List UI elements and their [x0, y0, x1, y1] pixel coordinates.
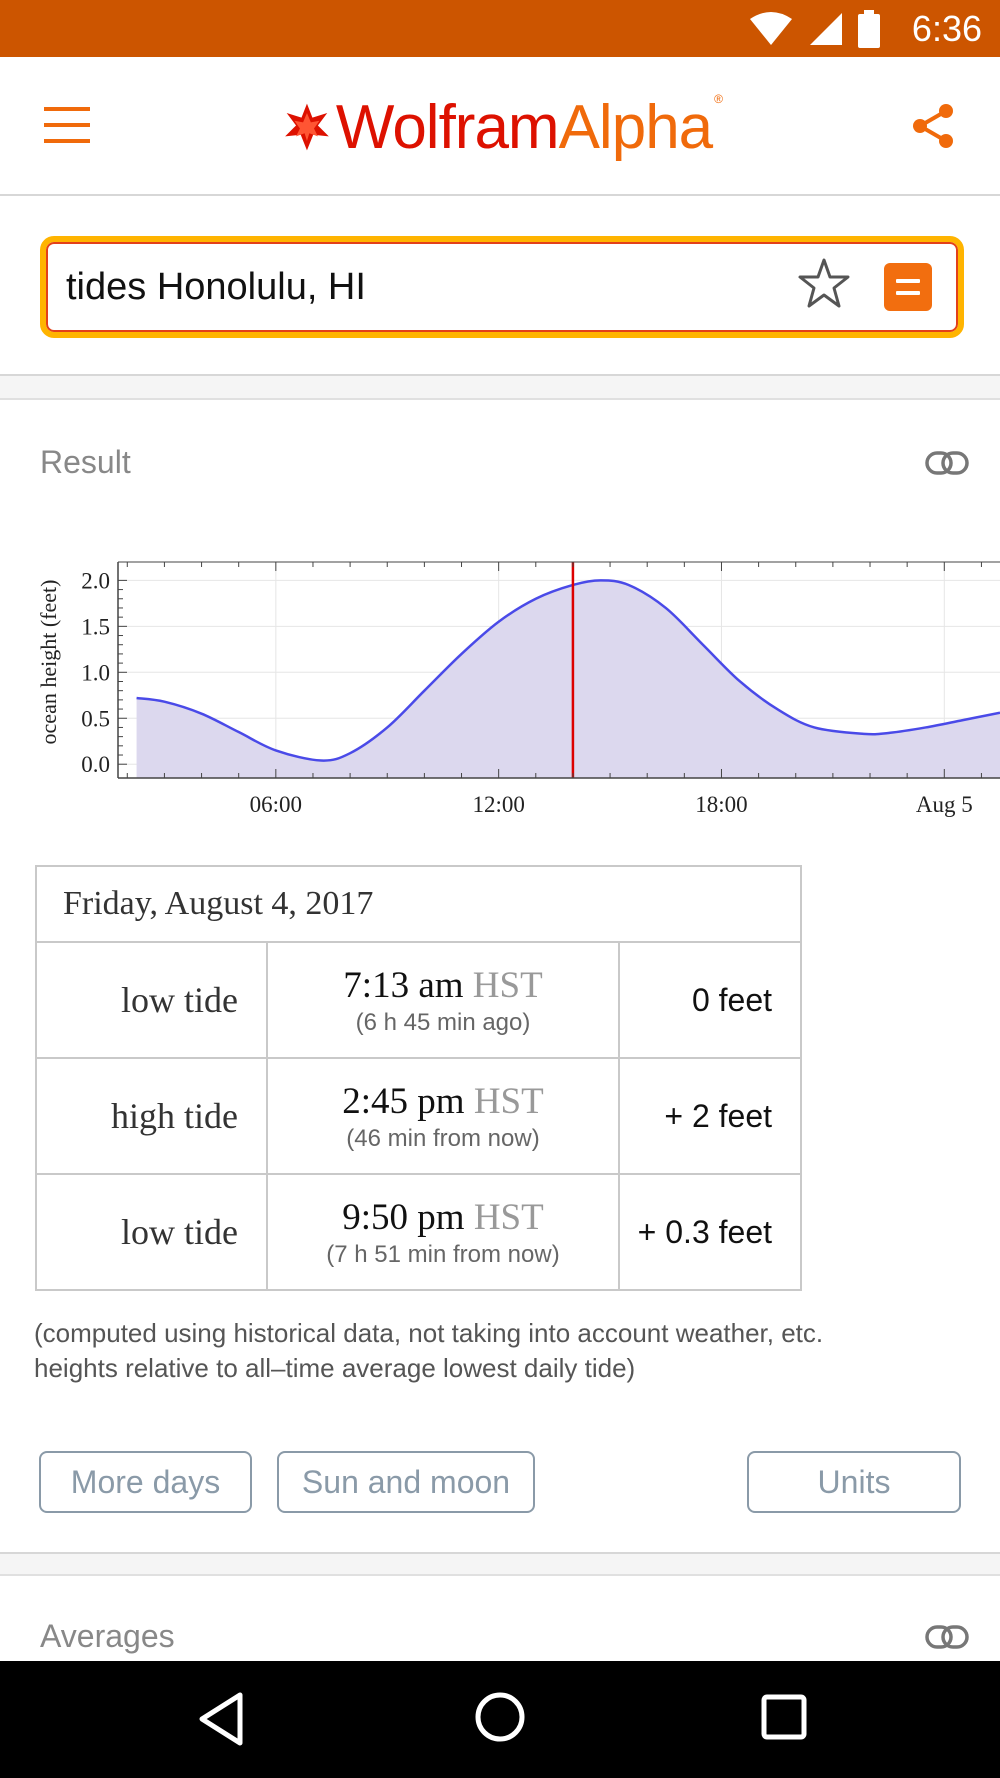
spikey-logo-icon: [285, 103, 329, 151]
x-tick-label: 12:00: [472, 792, 524, 817]
app-bar: WolframAlpha ®: [0, 57, 1000, 196]
navigation-bar: [0, 1661, 1000, 1778]
menu-icon[interactable]: [42, 103, 92, 147]
battery-icon: [858, 10, 880, 48]
computation-note: (computed using historical data, not tak…: [34, 1318, 824, 1383]
averages-pod: Averages: [0, 1574, 1000, 1676]
tide-height: 0 feet: [618, 941, 802, 1059]
tide-type: low tide: [35, 941, 268, 1059]
status-time: 6:36: [911, 8, 982, 49]
logo-text: WolframAlpha ®: [335, 91, 723, 162]
tide-type: high tide: [35, 1057, 268, 1175]
table-row: low tide 7:13 am HST (6 h 45 min ago) 0 …: [35, 941, 802, 1059]
tide-time: 2:45 pm HST (46 min from now): [266, 1057, 620, 1175]
pod-title: Result: [40, 444, 131, 480]
star-icon[interactable]: [796, 256, 852, 312]
y-tick-label: 1.0: [81, 660, 110, 685]
table-row: low tide 9:50 pm HST (7 h 51 min from no…: [35, 1173, 802, 1291]
y-tick-label: 2.0: [81, 568, 110, 593]
wolfram-alpha-logo: WolframAlpha ®: [282, 91, 723, 163]
search-input[interactable]: [64, 258, 768, 316]
tide-type: low tide: [35, 1173, 268, 1291]
y-tick-label: 1.5: [81, 614, 110, 639]
wifi-icon: [750, 12, 792, 45]
tide-height: + 2 feet: [618, 1057, 802, 1175]
x-tick-labels: 06:00 12:00 18:00 Aug 5: [250, 792, 973, 817]
sun-and-moon-button[interactable]: Sun and moon: [277, 1451, 535, 1513]
result-pod: Result 0.0 0.5 1.0 1.5 2.0 06:00 12:00 18:00 Au…: [0, 398, 1000, 1554]
tide-height: + 0.3 feet: [618, 1173, 802, 1291]
tide-table: Friday, August 4, 2017 low tide 7:13 am …: [35, 865, 802, 1291]
table-row: high tide 2:45 pm HST (46 min from now) …: [35, 1057, 802, 1175]
link-icon[interactable]: [924, 1624, 970, 1650]
y-tick-label: 0.0: [81, 752, 110, 777]
y-axis-label: ocean height (feet): [36, 580, 61, 745]
tide-time: 7:13 am HST (6 h 45 min ago): [266, 941, 620, 1059]
tide-chart: 0.0 0.5 1.0 1.5 2.0 06:00 12:00 18:00 Aug 5 oce…: [36, 561, 1000, 817]
share-icon[interactable]: [908, 101, 958, 151]
status-icons: [748, 10, 880, 48]
table-date: Friday, August 4, 2017: [35, 865, 802, 943]
tide-time: 9:50 pm HST (7 h 51 min from now): [266, 1173, 620, 1291]
more-days-button[interactable]: More days: [39, 1451, 252, 1513]
x-tick-label: 18:00: [695, 792, 747, 817]
y-tick-label: 0.5: [81, 706, 110, 731]
recent-apps-icon[interactable]: [760, 1693, 808, 1741]
y-tick-labels: 0.0 0.5 1.0 1.5 2.0: [81, 568, 110, 777]
x-tick-label: 06:00: [250, 792, 302, 817]
link-icon[interactable]: [924, 450, 970, 476]
signal-icon: [810, 13, 842, 45]
units-button[interactable]: Units: [747, 1451, 961, 1513]
chart-axes: [117, 561, 1000, 779]
status-bar: 6:36: [0, 0, 1000, 57]
pod-title: Averages: [40, 1618, 175, 1654]
tide-area: [136, 580, 1000, 778]
search-card: [0, 196, 1000, 376]
search-box: [40, 236, 964, 338]
x-tick-label: Aug 5: [916, 792, 973, 817]
compute-button[interactable]: [884, 263, 932, 311]
back-icon[interactable]: [196, 1691, 246, 1747]
home-icon[interactable]: [474, 1691, 526, 1743]
